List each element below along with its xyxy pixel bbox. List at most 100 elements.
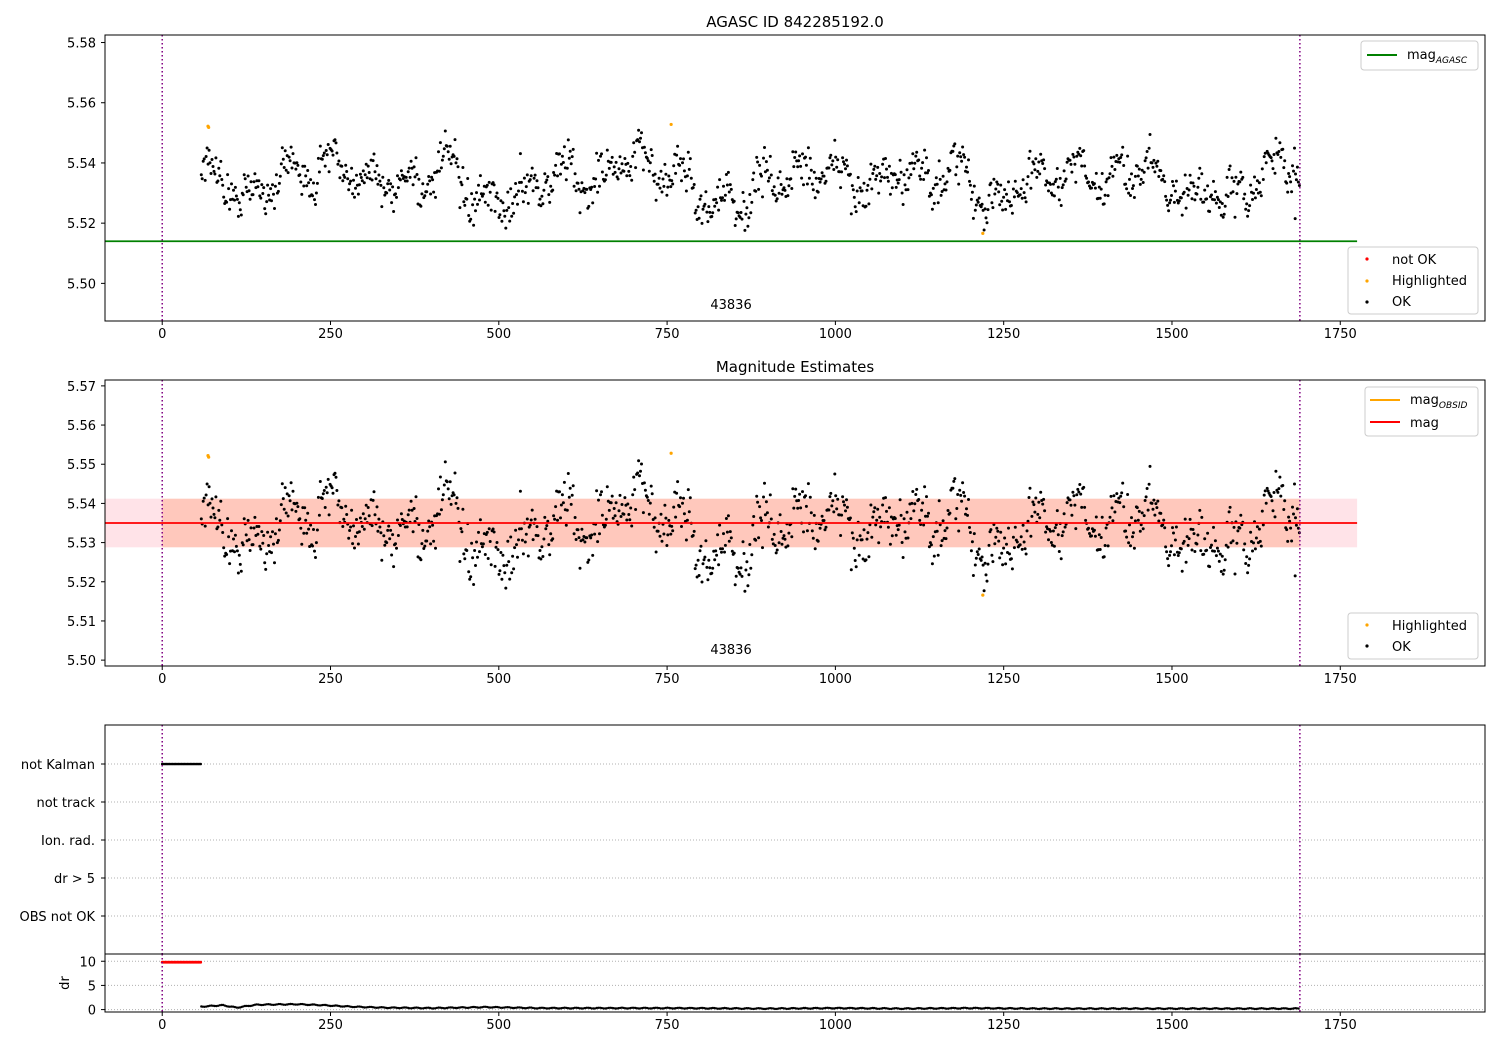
dr-point xyxy=(494,1005,497,1009)
dr-point xyxy=(1150,1007,1154,1011)
dr-point xyxy=(625,1007,629,1010)
data-point xyxy=(646,159,650,163)
data-point xyxy=(684,189,688,193)
data-point xyxy=(520,538,524,542)
data-point xyxy=(457,175,461,179)
dr-point xyxy=(807,1007,810,1010)
data-point xyxy=(462,552,466,556)
data-point xyxy=(1004,562,1008,566)
data-point xyxy=(754,538,758,542)
data-point xyxy=(1264,161,1268,165)
legend-label-ok: OK xyxy=(1392,640,1411,655)
not-kalman-flag-point xyxy=(199,762,202,766)
dr-point xyxy=(322,1003,326,1007)
data-point xyxy=(501,201,505,205)
data-point xyxy=(1190,197,1194,201)
data-point xyxy=(701,207,705,211)
data-point xyxy=(447,497,451,501)
data-point xyxy=(845,164,849,168)
flag-label-ion-rad: Ion. rad. xyxy=(41,834,95,849)
data-point xyxy=(302,531,306,535)
data-point xyxy=(938,177,942,181)
data-point xyxy=(696,558,700,562)
data-point xyxy=(1195,542,1199,546)
data-point xyxy=(961,145,965,149)
data-point xyxy=(783,537,787,541)
data-point xyxy=(227,535,231,539)
data-point xyxy=(1212,179,1215,183)
data-point xyxy=(1199,197,1203,201)
data-point xyxy=(469,217,473,221)
legend-marker-highlighted xyxy=(1365,279,1369,283)
data-point xyxy=(843,503,846,507)
data-point xyxy=(953,477,957,481)
data-point xyxy=(703,555,707,559)
data-point xyxy=(777,541,781,545)
data-point xyxy=(523,191,527,195)
data-point xyxy=(446,150,450,154)
data-point xyxy=(1013,525,1017,529)
data-point xyxy=(939,544,943,548)
dr-point xyxy=(430,1007,433,1010)
data-point xyxy=(343,175,347,179)
data-point xyxy=(358,516,362,520)
data-point xyxy=(581,538,585,542)
data-point xyxy=(990,553,994,557)
data-point xyxy=(968,531,972,534)
data-point xyxy=(710,571,714,575)
data-point xyxy=(1018,543,1022,547)
data-point xyxy=(611,172,615,176)
data-point xyxy=(244,185,248,189)
data-point xyxy=(752,171,756,175)
ytick-label: 0 xyxy=(88,1004,96,1019)
data-point xyxy=(263,561,267,565)
data-point xyxy=(358,172,362,176)
data-point xyxy=(348,182,352,186)
data-point xyxy=(659,169,663,173)
data-point xyxy=(475,540,478,544)
data-point xyxy=(714,549,718,553)
data-point xyxy=(489,563,493,567)
data-point xyxy=(850,184,854,188)
data-point xyxy=(1281,484,1285,487)
data-point xyxy=(1156,499,1160,503)
data-point xyxy=(400,518,404,521)
data-point xyxy=(631,493,635,497)
data-point xyxy=(445,480,449,484)
data-point xyxy=(800,176,804,180)
data-point xyxy=(363,517,367,521)
data-point xyxy=(851,536,855,540)
data-point xyxy=(674,515,678,519)
data-point xyxy=(643,151,647,155)
data-point xyxy=(770,537,774,541)
data-point xyxy=(597,498,600,502)
data-point xyxy=(1255,525,1259,529)
data-point xyxy=(1276,153,1280,156)
data-point xyxy=(325,153,329,157)
legend-points-box: not OK Highlighted OK xyxy=(1347,246,1479,315)
dr-point xyxy=(711,1006,715,1010)
data-point xyxy=(1249,530,1253,534)
data-point xyxy=(350,166,354,170)
data-point xyxy=(1100,172,1104,175)
data-point xyxy=(483,553,487,556)
data-point xyxy=(1032,503,1036,507)
data-point xyxy=(494,545,498,549)
data-point xyxy=(634,166,638,170)
xtick-label: 0 xyxy=(158,672,166,687)
data-point xyxy=(874,523,878,527)
data-point xyxy=(246,174,250,178)
dr-point xyxy=(363,1006,366,1009)
xtick-label: 1250 xyxy=(987,1018,1020,1033)
y-axis-label: dr xyxy=(58,976,73,990)
data-point xyxy=(1272,153,1276,156)
data-point xyxy=(1075,154,1079,158)
data-point xyxy=(572,184,576,188)
data-point xyxy=(553,517,557,521)
data-point xyxy=(652,525,656,529)
data-point xyxy=(599,493,602,497)
data-point xyxy=(797,499,801,502)
data-point xyxy=(622,512,626,516)
data-point xyxy=(217,508,221,512)
data-point xyxy=(1074,527,1078,531)
